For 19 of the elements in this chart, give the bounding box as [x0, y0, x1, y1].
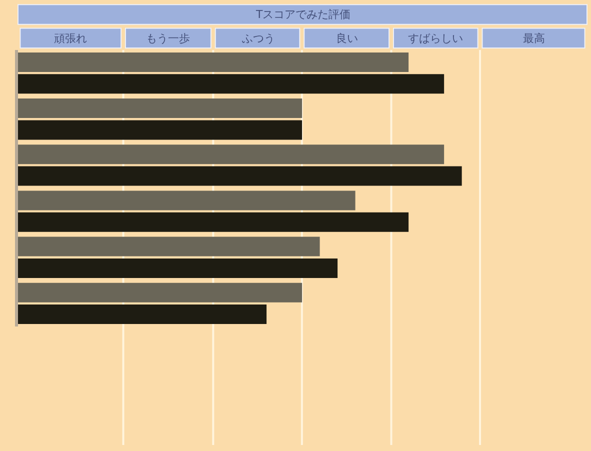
text: 良い [336, 32, 358, 45]
text: 頑張れ [54, 32, 87, 45]
text: ふつう [241, 32, 275, 45]
text: すばらしい [408, 32, 463, 45]
bar [18, 166, 462, 186]
bar [18, 212, 409, 232]
chart-title: Tスコアでみた評価 [255, 8, 351, 21]
bar [18, 52, 409, 72]
bar [18, 236, 320, 256]
bar [18, 144, 444, 164]
bar [18, 258, 338, 278]
bar [18, 304, 267, 324]
text: 最高 [523, 32, 545, 45]
text: もう一歩 [146, 32, 190, 45]
bar [18, 74, 444, 94]
bar [18, 282, 302, 302]
bar [18, 98, 302, 118]
bar [18, 190, 356, 210]
bar [18, 120, 302, 140]
